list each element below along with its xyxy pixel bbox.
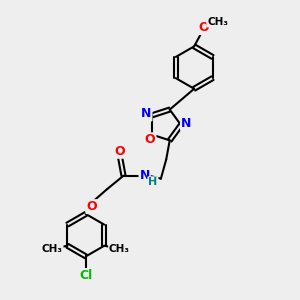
- Text: N: N: [141, 107, 152, 121]
- Text: Cl: Cl: [79, 269, 92, 282]
- Text: O: O: [199, 21, 209, 34]
- Text: H: H: [148, 177, 158, 187]
- Text: CH₃: CH₃: [109, 244, 130, 254]
- Text: O: O: [145, 133, 155, 146]
- Text: O: O: [86, 200, 97, 213]
- Text: N: N: [140, 169, 150, 182]
- Text: N: N: [181, 117, 191, 130]
- Text: CH₃: CH₃: [42, 244, 63, 254]
- Text: O: O: [115, 145, 125, 158]
- Text: CH₃: CH₃: [207, 16, 228, 27]
